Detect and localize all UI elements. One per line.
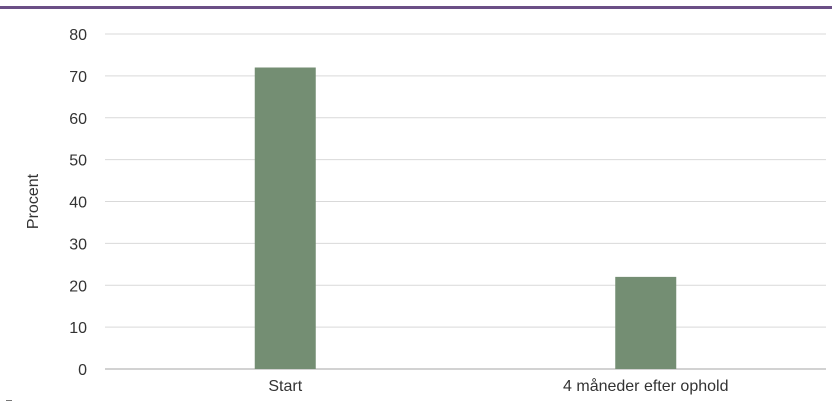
y-tick-label: 20 [69, 278, 87, 295]
gridlines [105, 33, 826, 370]
y-tick-label: 10 [69, 320, 87, 337]
y-tick-label: 80 [69, 27, 87, 44]
top-rule [0, 6, 832, 9]
bar [254, 67, 316, 369]
corner-tick [6, 400, 12, 401]
y-tick-label: 60 [69, 111, 87, 128]
x-tick-labels: Start 4 måneder efter ophold [268, 377, 728, 395]
x-tick-label: 4 måneder efter ophold [563, 377, 728, 395]
bar [615, 276, 677, 369]
y-tick-label: 30 [69, 236, 87, 253]
y-tick-label: 50 [69, 153, 87, 170]
y-tick-label: 70 [69, 69, 87, 86]
y-tick-labels: 0 10 20 30 40 50 60 70 80 [69, 27, 87, 379]
x-tick-label: Start [268, 378, 302, 395]
y-tick-label: 40 [69, 195, 87, 212]
bars [254, 67, 677, 369]
y-axis-title: Procent [25, 173, 42, 229]
y-tick-label: 0 [78, 362, 87, 379]
